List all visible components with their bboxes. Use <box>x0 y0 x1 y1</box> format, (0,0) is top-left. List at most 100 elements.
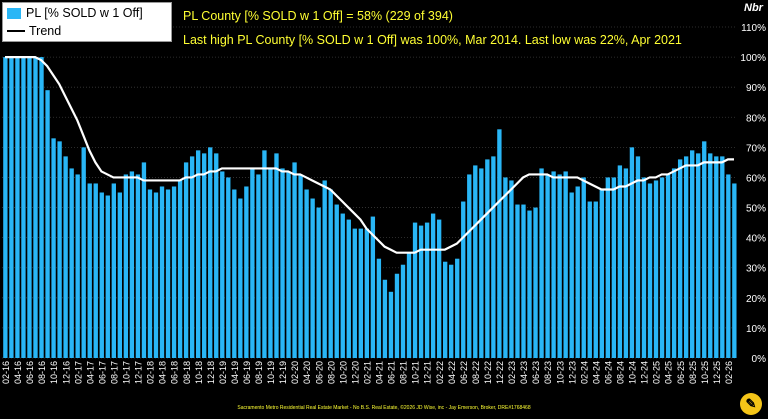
bar <box>220 171 225 358</box>
bar <box>238 198 243 358</box>
bar <box>111 183 116 358</box>
x-tick-label: 10-19 <box>266 361 276 384</box>
bar <box>665 174 671 358</box>
bar <box>3 57 8 359</box>
bar <box>647 183 653 358</box>
bar <box>515 204 520 358</box>
bar <box>208 147 213 358</box>
x-tick-label: 06-21 <box>387 361 397 384</box>
bar <box>575 186 580 358</box>
x-tick-label: 10-18 <box>194 361 204 384</box>
bar <box>286 171 291 358</box>
x-tick-label: 06-25 <box>676 361 686 384</box>
x-tick-label: 02-21 <box>362 361 372 384</box>
x-tick-label: 02-20 <box>290 361 300 384</box>
x-tick-label: 04-18 <box>158 361 168 384</box>
bar <box>382 279 388 358</box>
y-tick-label: 100% <box>740 53 766 64</box>
bar <box>641 177 647 358</box>
x-tick-label: 08-21 <box>399 361 409 384</box>
bar <box>527 210 532 358</box>
annotation-high-low: Last high PL County [% SOLD w 1 Off] was… <box>183 33 682 47</box>
legend-item-bars: PL [% SOLD w 1 Off] <box>7 5 143 21</box>
bar <box>328 189 333 358</box>
bar <box>141 162 147 358</box>
x-tick-label: 08-20 <box>326 361 336 384</box>
y-tick-label: 30% <box>746 264 766 275</box>
bar <box>280 168 285 358</box>
bar <box>81 147 86 358</box>
x-tick-label: 12-23 <box>567 361 577 384</box>
x-tick-label: 06-16 <box>25 361 35 384</box>
bar <box>51 138 56 358</box>
bar <box>63 156 68 358</box>
bar <box>461 201 466 358</box>
bar <box>370 216 376 358</box>
bar <box>304 189 309 358</box>
bar <box>491 156 496 358</box>
bar <box>497 129 502 358</box>
bar <box>189 156 195 358</box>
bar <box>467 174 472 358</box>
bar <box>364 228 370 358</box>
bar <box>45 90 50 358</box>
x-tick-label: 02-16 <box>1 361 11 384</box>
x-tick-label: 10-22 <box>483 361 493 384</box>
x-tick-label: 12-20 <box>350 361 360 384</box>
x-tick-label: 02-19 <box>218 361 228 384</box>
x-tick-label: 12-22 <box>495 361 505 384</box>
bar <box>195 150 201 358</box>
x-tick-label: 02-24 <box>579 361 589 384</box>
x-tick-label: 02-26 <box>724 361 734 384</box>
y-tick-label: 20% <box>746 294 766 305</box>
bar <box>455 258 460 358</box>
x-tick-label: 12-19 <box>278 361 288 384</box>
x-tick-label: 12-17 <box>134 361 144 384</box>
bar <box>183 162 189 358</box>
bar <box>696 153 701 358</box>
bar <box>581 177 586 358</box>
bar <box>593 201 598 358</box>
legend-label-bars: PL [% SOLD w 1 Off] <box>26 6 143 20</box>
bar <box>449 264 454 358</box>
bar <box>479 168 484 358</box>
bar <box>714 156 719 358</box>
bar <box>9 57 14 359</box>
x-tick-label: 10-23 <box>555 361 565 384</box>
bar <box>473 165 478 358</box>
bar <box>310 198 315 358</box>
x-tick-label: 06-23 <box>531 361 541 384</box>
y-tick-label: 90% <box>746 83 766 94</box>
legend-swatch-bars <box>7 7 21 19</box>
bar <box>551 171 556 358</box>
bar <box>214 153 219 358</box>
bar <box>202 153 207 358</box>
x-tick-label: 06-19 <box>242 361 252 384</box>
bar <box>671 168 677 358</box>
y-tick-label: 110% <box>741 23 766 34</box>
bar <box>412 222 418 358</box>
bar <box>629 147 635 358</box>
bar <box>539 168 544 358</box>
x-tick-label: 10-17 <box>122 361 132 384</box>
bar <box>702 141 707 358</box>
bar <box>117 192 123 358</box>
x-tick-label: 10-25 <box>700 361 710 384</box>
bar <box>27 57 32 359</box>
bar <box>690 150 695 358</box>
bar <box>226 177 231 358</box>
x-tick-label: 04-17 <box>85 361 95 384</box>
x-tick-label: 06-18 <box>170 361 180 384</box>
bar <box>298 174 303 358</box>
y-tick-label: 70% <box>746 143 766 154</box>
bar <box>123 174 129 358</box>
y-tick-label: 10% <box>746 324 766 335</box>
x-tick-labels: 02-16 04-16 06-16 08-16 10-16 12-16 02-17 04-17… <box>1 361 734 384</box>
x-tick-label: 02-25 <box>652 361 662 384</box>
x-tick-label: 04-16 <box>13 361 23 384</box>
bar <box>732 183 737 358</box>
y-tick-label: 80% <box>746 113 766 124</box>
bar <box>611 177 617 358</box>
x-tick-label: 10-24 <box>628 361 638 384</box>
